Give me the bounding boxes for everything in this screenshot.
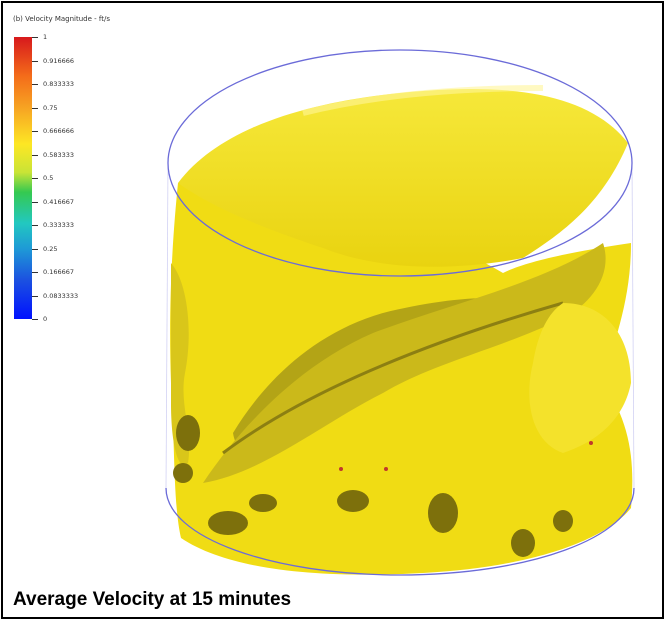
pit bbox=[208, 511, 248, 535]
legend-tick bbox=[32, 107, 38, 109]
isosurface-right-lobe bbox=[529, 303, 631, 453]
legend-tick bbox=[32, 319, 38, 320]
legend-tick-label: 0.333333 bbox=[43, 221, 75, 229]
cylinder-top-outline bbox=[167, 49, 633, 277]
cylinder-bottom-outline bbox=[165, 487, 635, 576]
probe-marker bbox=[384, 467, 388, 471]
legend-tick bbox=[32, 272, 38, 273]
legend-tick bbox=[32, 248, 38, 250]
dome-highlight bbox=[302, 85, 544, 116]
pit bbox=[337, 490, 369, 512]
legend-tick bbox=[32, 154, 38, 156]
legend-tick-label: 0.5 bbox=[43, 174, 54, 182]
legend-tick-label: 0.416667 bbox=[43, 197, 75, 206]
legend-tick-label: 0.833333 bbox=[43, 80, 75, 88]
legend-tick-label: 0.916666 bbox=[43, 56, 75, 65]
legend-tick bbox=[32, 37, 38, 38]
velocity-isosurface-view bbox=[165, 49, 635, 576]
legend-tick-label: 1 bbox=[43, 33, 48, 41]
legend-tick-label: 0.666666 bbox=[43, 127, 75, 135]
pit bbox=[428, 493, 458, 533]
probe-marker bbox=[339, 467, 343, 471]
legend-tick bbox=[32, 295, 38, 297]
isosurface-left-folds bbox=[171, 263, 190, 465]
legend-tick-label: 0.0833333 bbox=[43, 291, 79, 300]
legend-tick-label: 0 bbox=[43, 315, 48, 323]
legend-color-bar bbox=[14, 37, 32, 319]
legend-tick bbox=[32, 225, 38, 226]
legend-tick bbox=[32, 60, 38, 62]
figure-caption: Average Velocity at 15 minutes bbox=[13, 589, 292, 610]
legend-tick bbox=[32, 178, 38, 179]
pit bbox=[173, 463, 193, 483]
probe-marker bbox=[589, 441, 593, 445]
legend-tick-label: 0.25 bbox=[43, 244, 58, 253]
pit bbox=[553, 510, 573, 532]
pit bbox=[511, 529, 535, 557]
isosurface-top-dome bbox=[178, 88, 628, 267]
probe-markers bbox=[339, 441, 593, 471]
cylinder-right-side bbox=[631, 162, 635, 489]
legend-tick-label: 0.166667 bbox=[43, 268, 75, 276]
legend-tick-label: 0.75 bbox=[43, 103, 58, 112]
legend-tick-label: 0.583333 bbox=[43, 150, 75, 159]
sheet-edge-line bbox=[222, 301, 564, 455]
legend-tick bbox=[32, 84, 38, 85]
pit bbox=[176, 415, 200, 451]
legend-tick bbox=[32, 201, 38, 203]
legend-title: (b) Velocity Magnitude - ft/s bbox=[13, 15, 110, 23]
isosurface-diagonal-sheet bbox=[203, 243, 606, 483]
pit bbox=[249, 494, 277, 512]
cylinder-left-side bbox=[165, 162, 169, 489]
isosurface-pits bbox=[173, 415, 573, 557]
legend-tick bbox=[32, 131, 38, 132]
